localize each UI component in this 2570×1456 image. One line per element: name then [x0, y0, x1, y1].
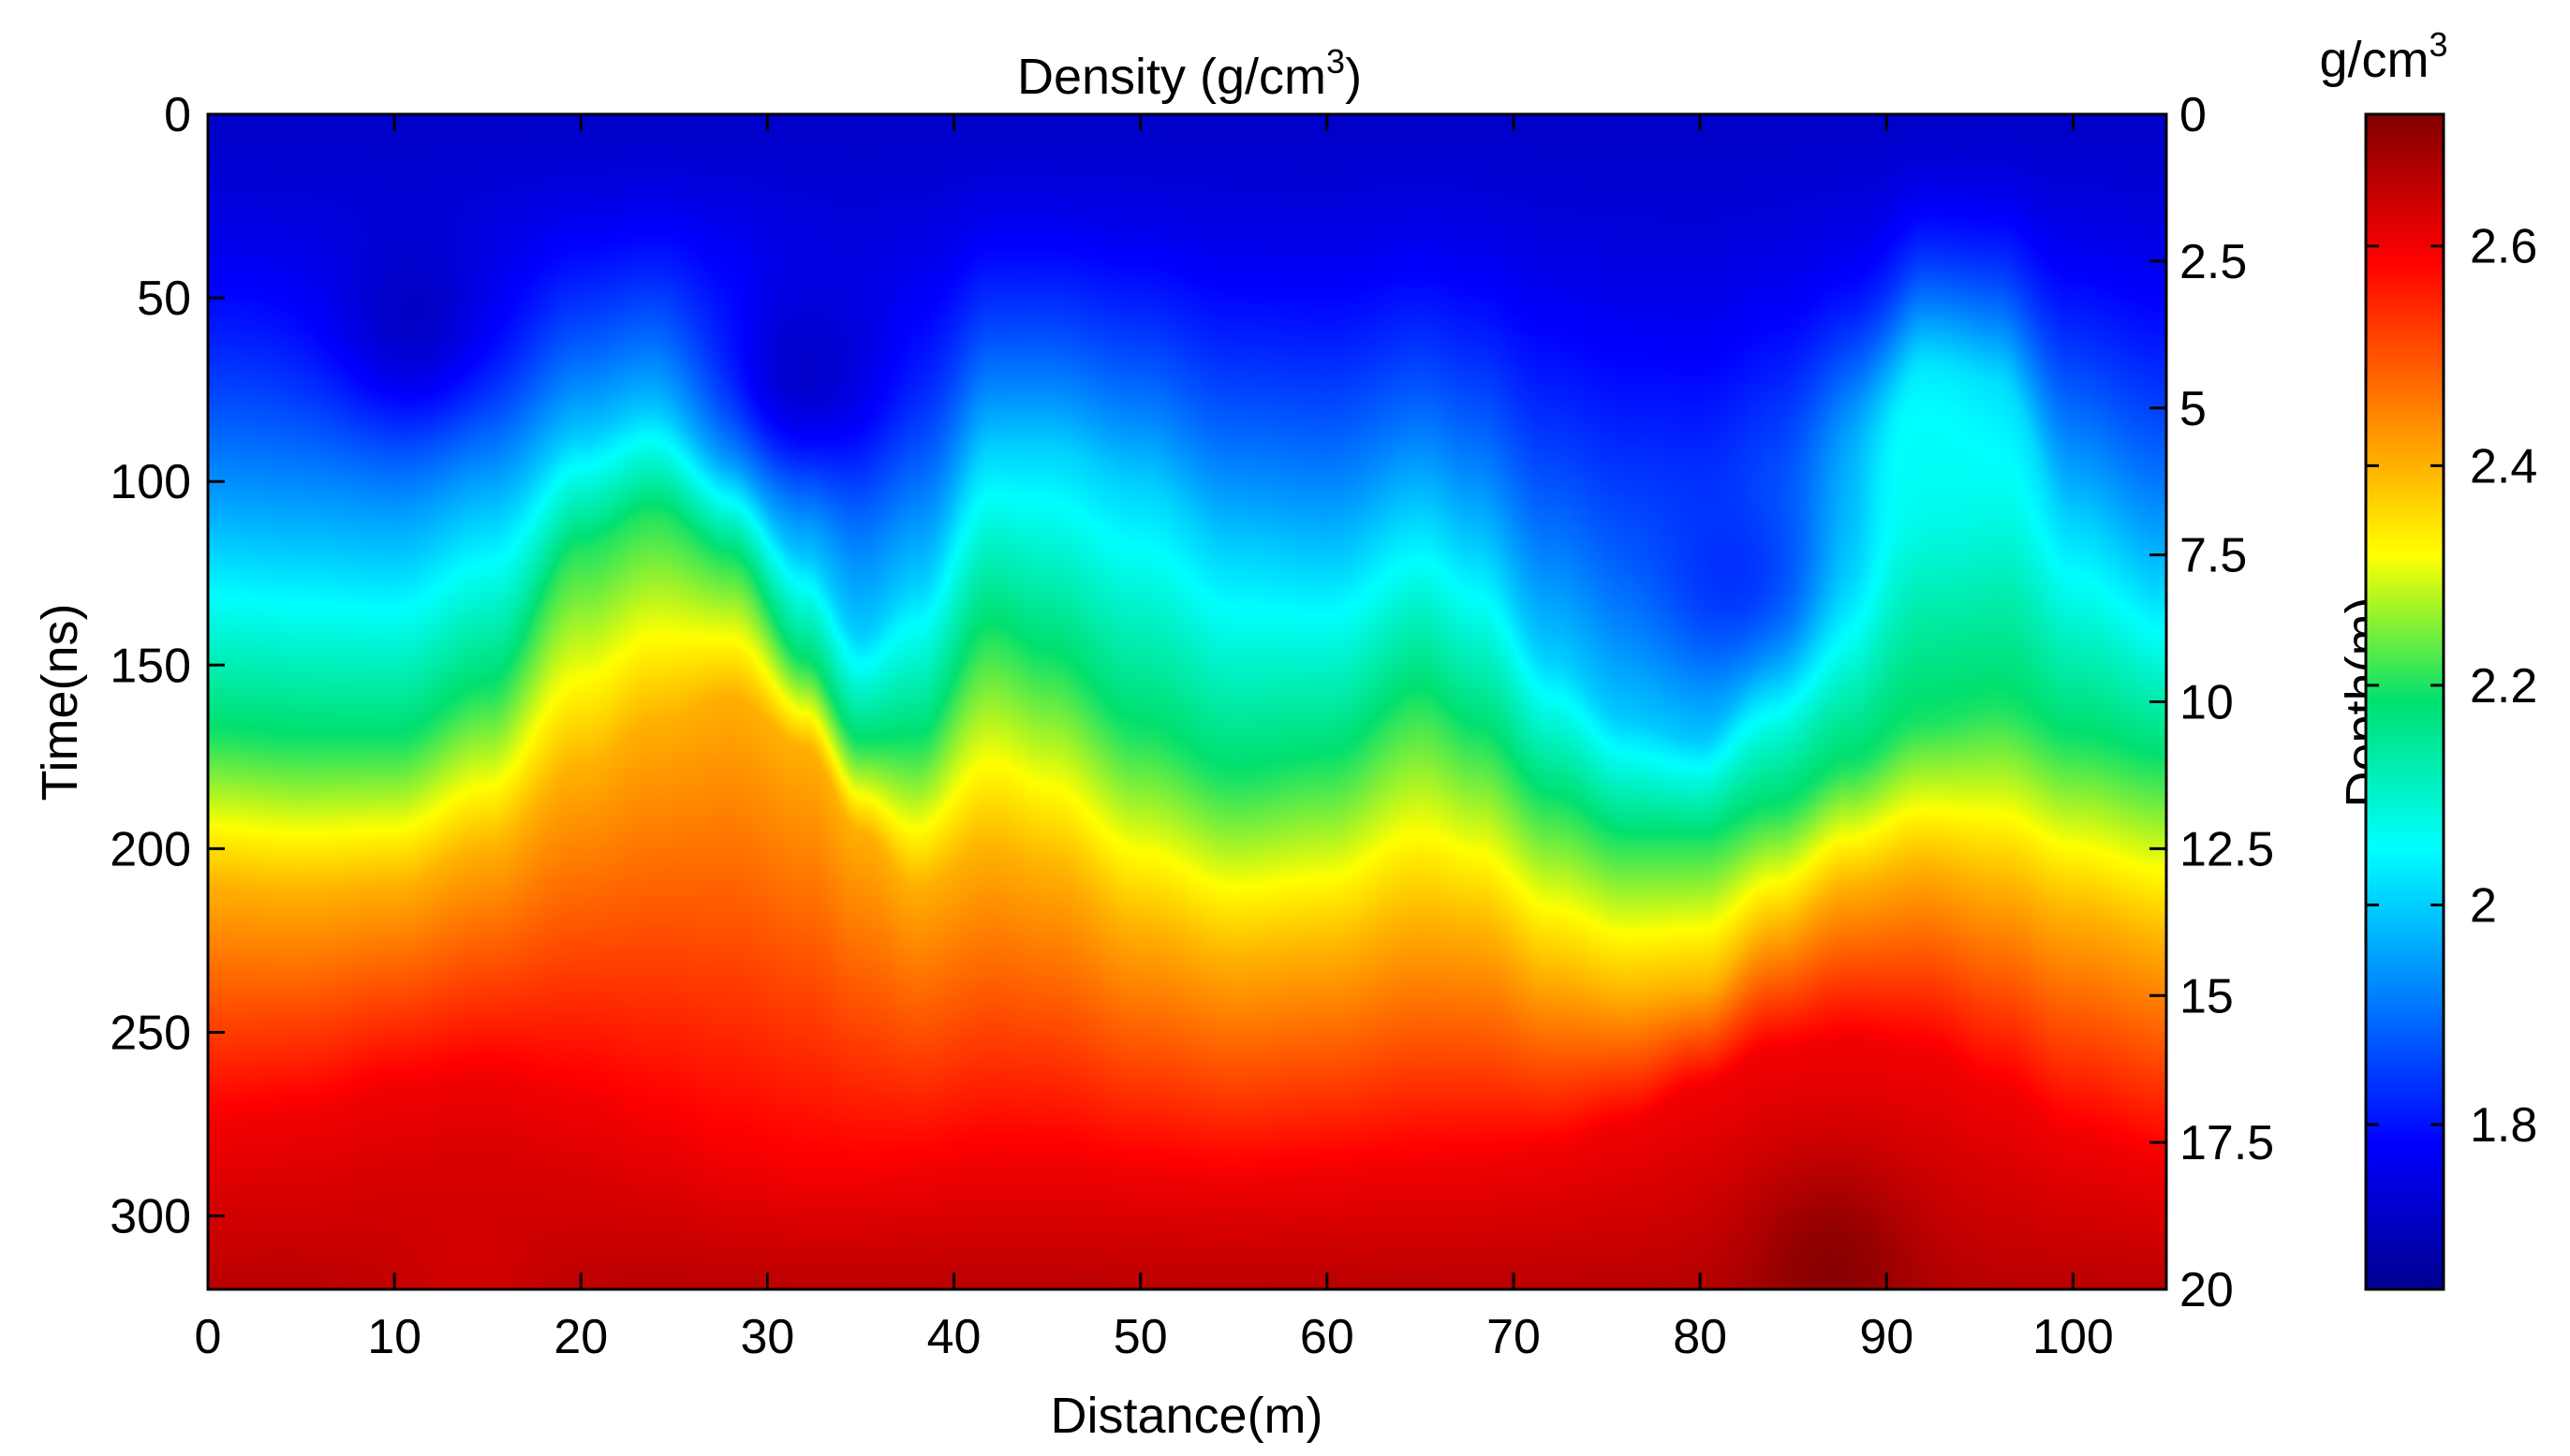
x-tick-label: 70	[1486, 1310, 1541, 1364]
x-tick-label: 10	[367, 1310, 421, 1364]
colorbar-tick-label: 1.8	[2470, 1098, 2537, 1153]
colorbar: 1.8 2 2.2 2.4 2.6 g/cm3	[2319, 25, 2537, 1291]
chart-title-main: Density (g/cm	[1017, 49, 1326, 105]
y-right-tick-label: 10	[2179, 676, 2234, 730]
colorbar-title-main: g/cm	[2319, 32, 2429, 88]
y-axis-right: 0 2.5 5 7.5 10 12.5 15 17.5 20	[2149, 88, 2274, 1317]
chart-title: Density (g/cm3)	[1017, 42, 1362, 105]
y-left-tick-label: 50	[137, 272, 191, 326]
heatmap-image	[208, 114, 2166, 1289]
x-tick-label: 50	[1114, 1310, 1168, 1364]
colorbar-gradient	[2364, 112, 2445, 1291]
chart-title-suffix: )	[1345, 49, 1362, 105]
x-tick-label: 80	[1673, 1310, 1727, 1364]
colorbar-tick-label: 2.6	[2470, 220, 2537, 274]
density-heatmap	[208, 114, 2166, 1289]
colorbar-title-superscript: 3	[2430, 25, 2448, 64]
y-right-tick-label: 5	[2179, 382, 2207, 436]
colorbar-tick-label: 2	[2470, 878, 2497, 933]
y-right-tick-label: 20	[2179, 1263, 2234, 1317]
x-tick-label: 20	[554, 1310, 608, 1364]
x-tick-label: 100	[2032, 1310, 2114, 1364]
x-tick-label: 90	[1859, 1310, 1913, 1364]
y-left-tick-label: 300	[110, 1190, 191, 1244]
y-left-tick-label: 250	[110, 1006, 191, 1060]
x-axis: 0 10 20 30 40 50 60 70 80 90 100	[195, 114, 2114, 1364]
x-tick-label: 40	[927, 1310, 982, 1364]
colorbar-tick-label: 2.2	[2470, 659, 2537, 713]
colorbar-tick-label: 2.4	[2470, 439, 2537, 493]
y-right-tick-label: 12.5	[2179, 822, 2274, 876]
x-tick-label: 60	[1300, 1310, 1354, 1364]
y-left-tick-label: 150	[110, 639, 191, 693]
y-right-tick-label: 0	[2179, 88, 2207, 142]
y-right-tick-label: 15	[2179, 969, 2234, 1023]
colorbar-ticks: 1.8 2 2.2 2.4 2.6	[2366, 220, 2537, 1153]
x-tick-label: 0	[195, 1310, 222, 1364]
y-left-tick-label: 200	[110, 822, 191, 876]
x-axis-label: Distance(m)	[1050, 1388, 1322, 1444]
y-right-tick-label: 17.5	[2179, 1116, 2274, 1170]
colorbar-title: g/cm3	[2319, 25, 2447, 88]
y-left-tick-label: 0	[164, 88, 191, 142]
x-tick-label: 30	[741, 1310, 795, 1364]
y-right-tick-label: 7.5	[2179, 529, 2247, 583]
y-left-tick-label: 100	[110, 455, 191, 509]
y-right-tick-label: 2.5	[2179, 235, 2247, 289]
y-axis-left-label: Time(ns)	[32, 604, 88, 802]
chart-title-superscript: 3	[1326, 42, 1345, 81]
y-axis-left: 0 50 100 150 200 250 300	[110, 88, 225, 1244]
